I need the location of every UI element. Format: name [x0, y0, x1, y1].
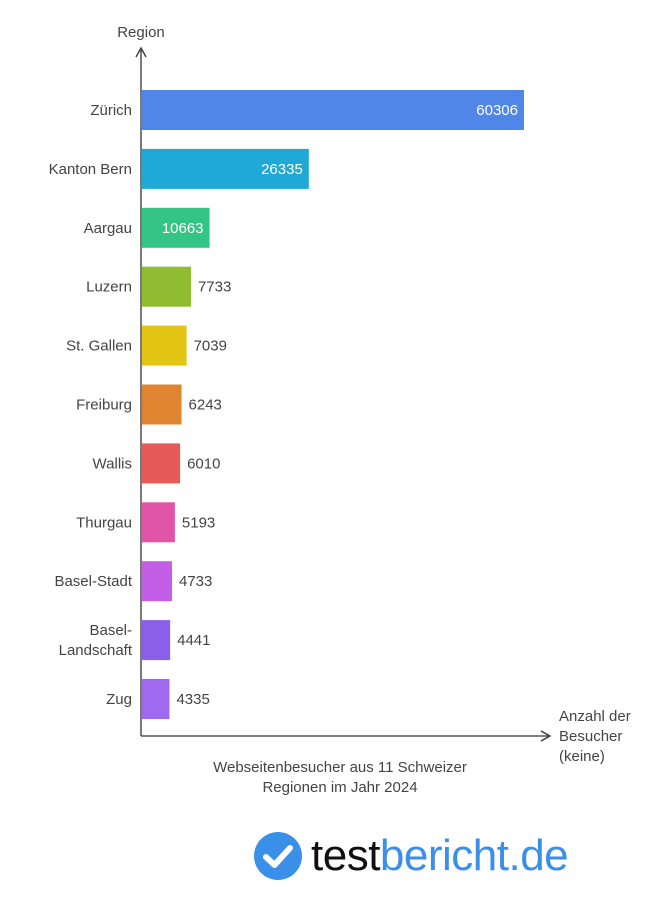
category-label: Zürich — [90, 102, 132, 119]
bar — [142, 443, 181, 484]
category-label: Wallis — [93, 455, 132, 472]
bar — [142, 148, 309, 189]
data-label: 10663 — [162, 220, 204, 237]
category-label: Zug — [106, 691, 132, 708]
data-label: 4733 — [179, 573, 212, 590]
bar — [142, 266, 191, 307]
category-label: Thurgau — [76, 514, 132, 531]
caption-line-1: Webseitenbesucher aus 11 Schweizer — [213, 759, 467, 776]
category-label: Basel- — [89, 622, 132, 639]
bar — [142, 620, 171, 661]
data-label: 60306 — [476, 102, 518, 119]
data-label: 4335 — [176, 691, 209, 708]
category-label: Freiburg — [76, 397, 132, 414]
data-label: 5193 — [182, 514, 215, 531]
data-label: 4441 — [177, 632, 210, 649]
category-label: St. Gallen — [66, 338, 132, 355]
category-label: Luzern — [86, 279, 132, 296]
bar — [142, 561, 172, 602]
data-label: 7733 — [198, 279, 231, 296]
bar-chart: Region Anzahl der Besucher (keine) Zürich 603… — [49, 24, 631, 765]
category-label: Aargau — [84, 220, 132, 237]
brand-text-part2: bericht.de — [379, 831, 569, 880]
category-label: Kanton Bern — [49, 161, 132, 178]
bar — [142, 384, 182, 425]
y-axis-title: Region — [117, 24, 165, 41]
bar — [142, 502, 175, 543]
data-label: 6010 — [187, 455, 220, 472]
data-label: 26335 — [261, 161, 303, 178]
data-label: 7039 — [194, 338, 227, 355]
x-axis-arrow — [540, 730, 552, 742]
checkmark-circle-icon — [254, 832, 302, 880]
x-axis-title-line: Besucher — [559, 728, 622, 745]
caption-line-2: Regionen im Jahr 2024 — [262, 779, 418, 796]
category-label: Landschaft — [59, 642, 133, 659]
bar — [142, 207, 210, 248]
data-label: 6243 — [189, 397, 222, 414]
bar — [142, 90, 524, 130]
bar — [142, 325, 187, 366]
brand-logo: testbericht.de — [253, 826, 569, 886]
brand-text-part1: test — [311, 831, 380, 880]
x-axis-title-line: (keine) — [559, 748, 605, 765]
x-axis-title-line: Anzahl der — [559, 708, 631, 725]
brand-text: testbericht.de — [311, 831, 569, 881]
category-label: Basel-Stadt — [54, 573, 132, 590]
y-axis-arrow — [135, 46, 147, 58]
bar — [142, 679, 170, 719]
chart-caption: Webseitenbesucher aus 11 Schweizer Regio… — [150, 758, 530, 798]
